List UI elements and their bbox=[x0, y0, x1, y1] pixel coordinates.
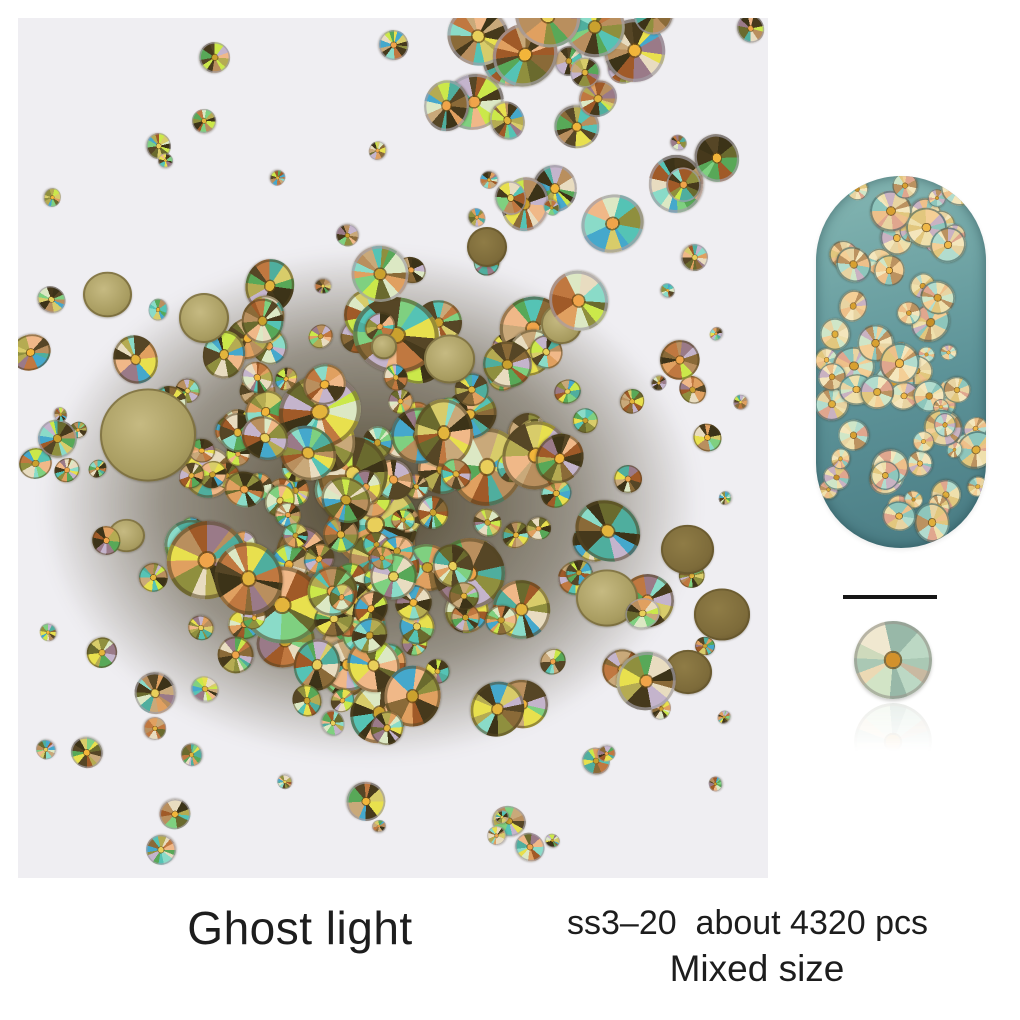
nail-rhinestone bbox=[939, 344, 959, 362]
rhinestone bbox=[366, 138, 390, 163]
rhinestone bbox=[413, 398, 474, 468]
rhinestone bbox=[370, 818, 387, 834]
nail-rhinestone bbox=[892, 176, 918, 200]
rhinestone-pile-photo bbox=[18, 18, 768, 878]
rhinestone bbox=[274, 771, 296, 792]
rhinestone bbox=[375, 26, 412, 64]
rhinestone bbox=[41, 186, 63, 209]
rhinestone-back-disc bbox=[370, 333, 398, 359]
rhinestone bbox=[543, 831, 562, 850]
rhinestone bbox=[666, 131, 690, 154]
nail-rhinestone bbox=[906, 450, 933, 478]
rhinestone-back-disc bbox=[693, 588, 751, 641]
nail-rhinestone bbox=[936, 176, 983, 211]
rhinestone bbox=[140, 829, 182, 871]
rhinestone bbox=[731, 393, 749, 411]
rhinestone bbox=[154, 794, 195, 835]
rhinestone bbox=[18, 328, 57, 377]
rhinestone bbox=[679, 242, 710, 274]
single-rhinestone-reflection bbox=[854, 703, 932, 781]
nail-rhinestone bbox=[911, 430, 935, 453]
rhinestone bbox=[715, 707, 734, 726]
mixed-size-label: Mixed size bbox=[669, 948, 845, 989]
rhinestone bbox=[32, 735, 60, 764]
rhinestone bbox=[572, 184, 653, 262]
rhinestone bbox=[178, 741, 205, 770]
rhinestone bbox=[36, 620, 60, 644]
rhinestone bbox=[657, 280, 679, 301]
rhinestone-back-disc bbox=[100, 388, 196, 482]
rhinestone bbox=[266, 167, 289, 189]
size-reference-line bbox=[843, 595, 937, 599]
rhinestone bbox=[707, 775, 723, 793]
rhinestone bbox=[65, 732, 108, 775]
rhinestone-back-disc bbox=[467, 227, 507, 267]
nail-rhinestone bbox=[818, 316, 853, 352]
rhinestone bbox=[241, 298, 284, 344]
rhinestone bbox=[157, 152, 174, 168]
rhinestone-back-disc bbox=[423, 334, 476, 383]
quantity-label: ss3–20 about 4320 pcs bbox=[567, 904, 929, 942]
nail-rhinestone bbox=[858, 374, 895, 411]
rhinestone bbox=[717, 490, 733, 507]
rhinestone bbox=[417, 495, 449, 529]
nail-rhinestone bbox=[842, 176, 873, 204]
rhinestone-back-disc bbox=[660, 524, 714, 574]
rhinestone bbox=[687, 417, 728, 457]
rhinestone bbox=[192, 35, 236, 79]
rhinestone bbox=[596, 744, 618, 763]
rhinestone bbox=[144, 717, 167, 740]
single-rhinestone bbox=[854, 621, 932, 699]
color-name-label: Ghost light bbox=[187, 902, 413, 954]
rhinestone bbox=[731, 18, 768, 49]
rhinestone bbox=[189, 105, 219, 136]
rhinestone-back-disc bbox=[179, 293, 229, 343]
rhinestone bbox=[333, 221, 362, 250]
rhinestone bbox=[707, 325, 725, 343]
nail-rhinestone bbox=[933, 412, 956, 437]
nail-art-sample bbox=[816, 176, 986, 548]
nail-rhinestone bbox=[962, 472, 986, 501]
rhinestone bbox=[32, 280, 71, 318]
rhinestone bbox=[340, 776, 392, 827]
rhinestone-back-disc bbox=[82, 272, 132, 318]
